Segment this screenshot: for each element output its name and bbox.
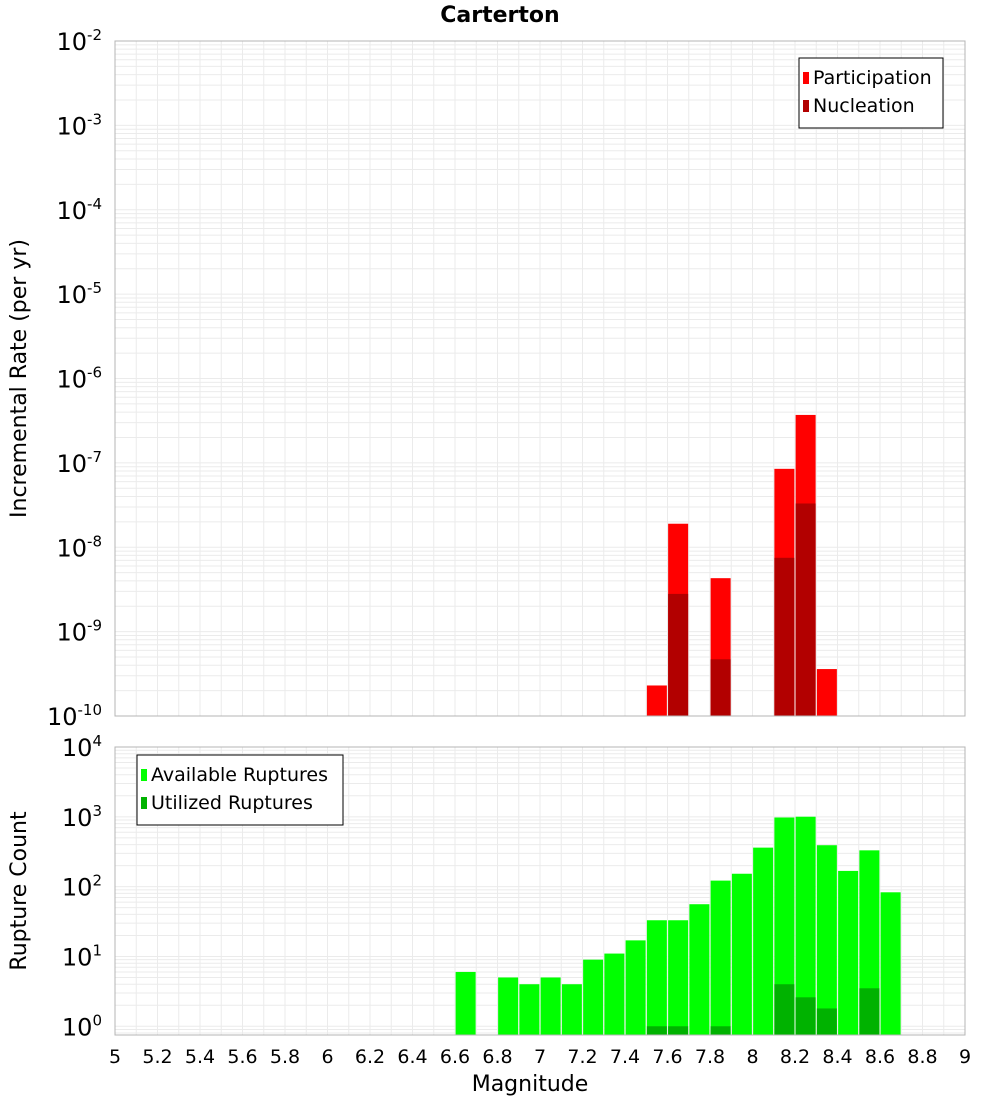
y-tick-label: 102 bbox=[62, 872, 102, 902]
chart-title: Carterton bbox=[440, 3, 559, 28]
legend-swatch bbox=[141, 797, 147, 809]
chart-panel-rates: 10-10 10-9 10-8 10-7 10-6 10-5 10-4 10-3 10-2 Inc… bbox=[7, 26, 966, 731]
bar bbox=[519, 984, 540, 1035]
x-tick-label: 6.6 bbox=[440, 1046, 470, 1068]
bar bbox=[774, 984, 795, 1035]
legend: Participation Nucleation bbox=[798, 57, 944, 129]
bar bbox=[859, 988, 880, 1035]
bar bbox=[604, 953, 625, 1035]
bar bbox=[880, 892, 901, 1035]
y-tick-label: 100 bbox=[62, 1011, 102, 1041]
legend-label: Participation bbox=[813, 67, 932, 89]
series-available-ruptures bbox=[455, 816, 901, 1035]
bar bbox=[753, 847, 774, 1035]
y-tick-label: 10-9 bbox=[56, 617, 102, 647]
x-tick-label: 8.6 bbox=[865, 1046, 895, 1068]
bar bbox=[795, 997, 816, 1035]
bar bbox=[625, 940, 646, 1035]
bar bbox=[710, 880, 731, 1035]
bar bbox=[498, 977, 519, 1035]
x-tick-label: 7.2 bbox=[567, 1046, 597, 1068]
y-tick-label: 10-10 bbox=[47, 701, 102, 731]
bar bbox=[668, 1026, 689, 1035]
legend-swatch bbox=[803, 100, 809, 112]
bar bbox=[646, 685, 667, 716]
bar bbox=[668, 593, 689, 716]
legend-swatch bbox=[803, 72, 809, 84]
y-tick-label: 10-7 bbox=[56, 448, 102, 478]
series-utilized-ruptures bbox=[646, 984, 880, 1035]
x-tick-label: 6 bbox=[321, 1046, 333, 1068]
y-tick-label: 101 bbox=[62, 941, 102, 971]
x-tick-label: 8.8 bbox=[907, 1046, 937, 1068]
bar bbox=[774, 557, 795, 716]
legend-swatch bbox=[141, 769, 147, 781]
x-tick-label: 7 bbox=[534, 1046, 546, 1068]
bar bbox=[774, 817, 795, 1035]
y-axis-label: Rupture Count bbox=[7, 811, 32, 971]
bar bbox=[710, 1026, 731, 1035]
x-tick-label: 7.4 bbox=[610, 1046, 640, 1068]
y-tick-label: 103 bbox=[62, 802, 102, 832]
x-tick-label: 6.2 bbox=[355, 1046, 385, 1068]
y-axis-label: Incremental Rate (per yr) bbox=[7, 239, 32, 518]
x-tick-label: 5.6 bbox=[227, 1046, 257, 1068]
x-tick-label: 5.8 bbox=[270, 1046, 300, 1068]
plot-frame bbox=[114, 40, 966, 717]
legend-box bbox=[798, 57, 944, 129]
x-tick-label: 8 bbox=[746, 1046, 758, 1068]
x-tick-label: 9 bbox=[959, 1046, 971, 1068]
x-tick-label: 8.4 bbox=[822, 1046, 852, 1068]
y-tick-label: 10-4 bbox=[56, 195, 102, 225]
bar bbox=[816, 669, 837, 716]
legend-box bbox=[136, 754, 344, 826]
y-tick-label: 10-5 bbox=[56, 279, 102, 309]
bar bbox=[731, 873, 752, 1035]
bar bbox=[646, 1026, 667, 1035]
bar bbox=[646, 920, 667, 1035]
x-tick-label: 5.2 bbox=[142, 1046, 172, 1068]
bar bbox=[561, 984, 582, 1035]
bar bbox=[455, 971, 476, 1035]
x-tick-label: 7.8 bbox=[695, 1046, 725, 1068]
bar bbox=[816, 1008, 837, 1035]
x-tick-label: 6.8 bbox=[482, 1046, 512, 1068]
bar bbox=[689, 904, 710, 1035]
legend-label: Utilized Ruptures bbox=[151, 792, 313, 814]
y-tick-label: 10-2 bbox=[56, 26, 102, 56]
legend: Available Ruptures Utilized Ruptures bbox=[136, 754, 344, 826]
y-tick-label: 10-3 bbox=[56, 110, 102, 140]
chart-panel-counts: 100 101 102 103 104 Rupture Count Available Ru… bbox=[7, 732, 971, 1097]
x-tick-label: 6.4 bbox=[397, 1046, 427, 1068]
legend-label: Nucleation bbox=[813, 95, 915, 117]
bar bbox=[795, 816, 816, 1035]
y-tick-label: 10-8 bbox=[56, 532, 102, 562]
bar bbox=[838, 870, 859, 1035]
y-tick-label: 10-6 bbox=[56, 364, 102, 394]
x-tick-label: 7.6 bbox=[652, 1046, 682, 1068]
x-axis-label: Magnitude bbox=[472, 1072, 589, 1097]
series-nucleation bbox=[668, 503, 816, 716]
x-tick-label: 8.2 bbox=[780, 1046, 810, 1068]
x-tick-label: 5.4 bbox=[185, 1046, 215, 1068]
bar bbox=[710, 659, 731, 716]
bar bbox=[795, 503, 816, 716]
bar bbox=[816, 845, 837, 1035]
x-tick-label: 5 bbox=[109, 1046, 121, 1068]
plot-frame bbox=[114, 746, 966, 1036]
bar bbox=[540, 977, 561, 1035]
bar bbox=[583, 959, 604, 1035]
bar bbox=[668, 920, 689, 1035]
legend-label: Available Ruptures bbox=[151, 764, 328, 786]
y-tick-label: 104 bbox=[62, 732, 102, 762]
